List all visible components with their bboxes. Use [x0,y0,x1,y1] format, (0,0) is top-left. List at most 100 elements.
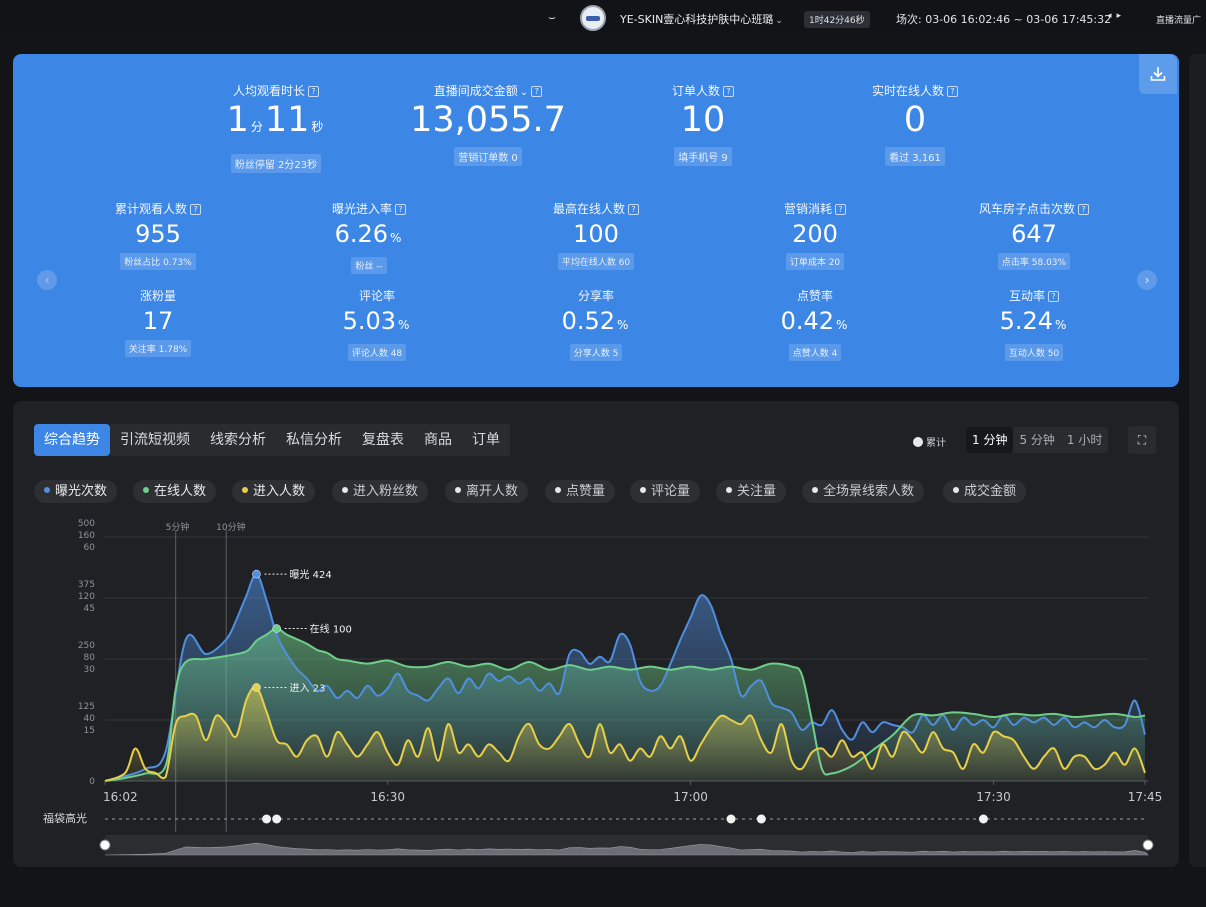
session-time: 场次: 03-06 16:02:46 ~ 03-06 17:45:32 [896,13,1112,26]
help-icon[interactable]: ? [947,86,958,97]
x-tick-label: 17:45 [1128,790,1163,804]
event-dot[interactable] [272,814,282,824]
annotation-label: 曝光 424 [289,568,331,581]
series-area-online [105,628,1145,781]
series-line-online[interactable] [104,627,1146,782]
analysis-tabs: 综合趋势 引流短视频 线索分析 私信分析 复盘表 商品 订单 [34,424,510,458]
annotation-point[interactable] [252,683,261,692]
help-icon[interactable]: ? [308,86,319,97]
metric-realtime-online: 实时在线人数? 0 看过 3,161 [815,82,1015,166]
y-tick-label: 160 [78,531,95,541]
chip-likes[interactable]: 点赞量 [545,480,616,503]
y-tick-label: 60 [84,543,96,553]
granularity-5min[interactable]: 5 分钟 [1019,433,1055,447]
session-switch-arrows[interactable]: ◂▸ [1107,11,1127,21]
metric-total-viewers: 累计观看人数? 955 粉丝占比 0.73% [58,200,258,270]
chip-online[interactable]: 在线人数 [133,480,217,503]
help-icon[interactable]: ? [628,204,639,215]
zoom-handle-left[interactable] [99,839,111,851]
y-tick-label: 375 [78,580,95,590]
series-area-entries [105,687,1145,781]
download-button[interactable] [1139,54,1177,94]
chevron-down-icon[interactable]: ⌄ [519,87,529,98]
event-dot[interactable] [726,814,736,824]
metric-windmill-clicks: 风车房子点击次数? 647 点击率 58.03% [934,200,1134,270]
help-icon[interactable]: ? [1078,204,1089,215]
live-traffic-link[interactable]: 直播流量广 [1156,16,1202,26]
eye-closed-icon[interactable]: ⌣ [548,10,556,24]
y-tick-label: 30 [84,665,96,675]
annotation-label: 进入 23 [289,682,325,694]
granularity-1hour[interactable]: 1 小时 [1066,433,1103,447]
help-icon[interactable]: ? [1048,291,1059,302]
tab-lead-analysis[interactable]: 线索分析 [200,424,276,456]
y-tick-label: 0 [89,777,95,787]
chip-follows[interactable]: 关注量 [716,480,787,503]
metric-share-rate: 分享率 0.52% 分享人数 5 [561,289,629,361]
x-tick-label: 17:00 [673,790,708,804]
event-dot[interactable] [978,814,988,824]
tab-orders[interactable]: 订单 [462,424,510,456]
time-granularity: 1 分钟 5 分钟 1 小时 [966,427,1109,453]
tab-short-video[interactable]: 引流短视频 [110,424,200,456]
metric-order-users: 订单人数? 10 填手机号 9 [603,82,803,166]
metric-sub: 看过 3,161 [885,147,945,166]
shop-selector[interactable]: YE-SKIN壹心科技护肤中心班璐 ⌄ [620,13,783,26]
help-icon[interactable]: ? [190,204,201,215]
fullscreen-button[interactable]: ⛶ [1128,426,1156,454]
chip-fan-entries[interactable]: 进入粉丝数 [332,480,429,503]
help-icon[interactable]: ? [723,86,734,97]
event-dot[interactable] [262,814,272,824]
series-line-exposure[interactable] [104,573,1146,782]
tab-review-sheet[interactable]: 复盘表 [352,424,414,456]
metric-marketing-cost: 营销消耗? 200 订单成本 20 [715,200,915,270]
help-icon[interactable]: ? [531,86,543,97]
shop-avatar[interactable] [580,5,606,31]
chip-gmv[interactable]: 成交金额 [943,480,1027,503]
chip-comments[interactable]: 评论量 [630,480,701,503]
series-line-entries[interactable] [104,686,1146,782]
chip-entries[interactable]: 进入人数 [232,480,316,503]
y-tick-label: 15 [84,726,95,736]
annotation-point[interactable] [272,624,281,633]
help-icon[interactable]: ? [835,204,846,215]
metric-avg-watch-time: 人均观看时长? 1 分11 秒 粉丝停留 2分23秒 [226,84,324,173]
tab-dm-analysis[interactable]: 私信分析 [276,424,352,456]
tab-overall-trend[interactable]: 综合趋势 [34,424,110,456]
y-tick-label: 45 [84,604,95,614]
x-tick-label: 17:30 [976,790,1011,804]
metric-gmv: 直播间成交金额 ⌄? 13,055.7 营销订单数 0 [410,84,566,166]
annotation-point[interactable] [252,569,261,579]
trend-panel: 综合趋势 引流短视频 线索分析 私信分析 复盘表 商品 订单 累计 1 分钟 5… [13,401,1179,867]
granularity-1min[interactable]: 1 分钟 [966,427,1014,453]
next-page-button[interactable]: › [1137,270,1157,290]
zoom-preview [104,842,1149,856]
chip-leaves[interactable]: 离开人数 [445,480,529,503]
metric-sub: 填手机号 9 [674,147,732,166]
tab-products[interactable]: 商品 [414,424,462,456]
chip-all-scene-leads[interactable]: 全场景线索人数 [802,480,925,503]
prev-page-button[interactable]: ‹ [37,270,57,290]
metric-exposure-entry-rate: 曝光进入率? 6.26% 粉丝 -- [269,200,469,274]
time-marker-label: 10分钟 [216,521,245,533]
x-tick-label: 16:02 [103,790,138,804]
y-tick-label: 80 [84,653,96,663]
y-tick-label: 250 [78,641,95,651]
live-duration-badge: 1时42分46秒 [804,11,870,28]
y-tick-label: 40 [84,714,96,724]
chip-exposure[interactable]: 曝光次数 [34,480,118,503]
y-tick-label: 500 [78,519,95,529]
y-tick-label: 125 [78,702,95,712]
metric-peak-online: 最高在线人数? 100 平均在线人数 60 [496,200,696,270]
event-row-label: 福袋高光 [43,811,87,825]
chevron-down-icon: ⌄ [775,16,783,26]
cumulative-toggle[interactable]: 累计 [913,434,946,449]
zoom-handle-right[interactable] [1142,839,1154,851]
download-icon [1150,67,1166,81]
help-icon[interactable]: ? [395,204,406,215]
y-tick-label: 120 [78,592,95,602]
event-dot[interactable] [756,814,766,824]
metric-interaction-rate: 互动率? 5.24% 互动人数 50 [999,289,1067,361]
metric-like-rate: 点赞率 0.42% 点赞人数 4 [780,289,848,361]
